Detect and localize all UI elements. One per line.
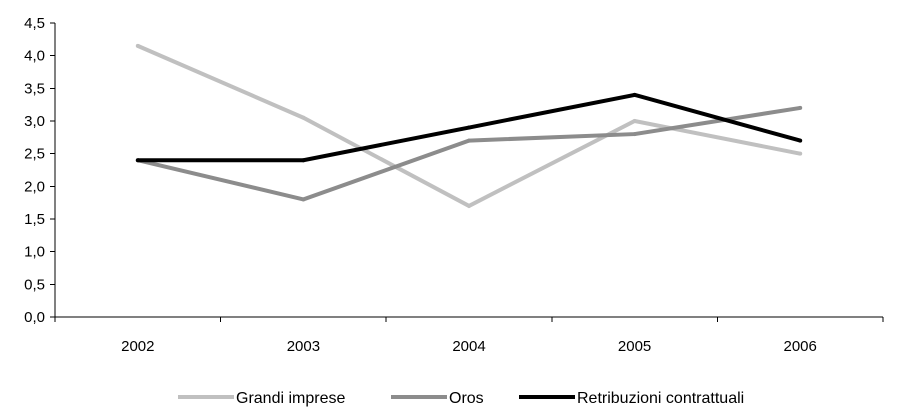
y-tick-label: 3,0 (24, 113, 45, 130)
data-point-oros (301, 197, 306, 202)
legend-item-oros: Oros (391, 390, 484, 407)
y-tick-label: 2,5 (24, 146, 45, 163)
data-point-oros (798, 105, 803, 110)
x-tick-label: 2004 (452, 338, 485, 355)
legend-label: Oros (449, 390, 484, 407)
series-line-oros (137, 105, 801, 202)
y-tick-label: 1,5 (24, 211, 45, 228)
y-tick-label: 3,5 (24, 80, 45, 97)
y-tick-label: 0,5 (24, 276, 45, 293)
data-point-retribuzioni-contrattuali (301, 158, 306, 163)
x-tick-label: 2003 (287, 338, 320, 355)
legend-item-grandi-imprese: Grandi imprese (178, 390, 345, 407)
chart-series (135, 43, 803, 209)
legend-label: Retribuzioni contrattuali (577, 390, 744, 407)
data-point-retribuzioni-contrattuali (632, 92, 637, 97)
data-point-grandi-imprese (632, 119, 637, 123)
chart-legend: Grandi imprese Oros Retribuzioni contrattu… (178, 390, 744, 407)
legend-label: Grandi imprese (236, 390, 345, 407)
x-tick-label: 2006 (784, 338, 817, 355)
legend-item-retribuzioni-contrattuali: Retribuzioni contrattuali (519, 390, 744, 407)
y-tick-label: 2,0 (24, 178, 45, 195)
data-point-grandi-imprese (135, 43, 140, 48)
data-point-retribuzioni-contrattuali (135, 158, 140, 163)
chart-axes: 0,0 0,5 1,0 1,5 2,0 2,5 3,0 3,5 4,0 4,5 2002 2003 20… (24, 15, 884, 355)
y-tick-label: 1,0 (24, 244, 45, 261)
data-point-retribuzioni-contrattuali (798, 138, 803, 143)
y-tick-label: 0,0 (24, 309, 45, 326)
x-tick-label: 2002 (121, 338, 154, 355)
data-point-oros (632, 132, 637, 137)
data-point-retribuzioni-contrattuali (467, 125, 471, 130)
data-point-oros (467, 138, 471, 143)
data-point-grandi-imprese (301, 115, 306, 120)
data-point-grandi-imprese (467, 203, 471, 208)
y-tick-label: 4,0 (24, 48, 45, 65)
y-tick-label: 4,5 (24, 15, 45, 32)
x-tick-label: 2005 (618, 338, 651, 355)
data-point-grandi-imprese (798, 151, 803, 156)
